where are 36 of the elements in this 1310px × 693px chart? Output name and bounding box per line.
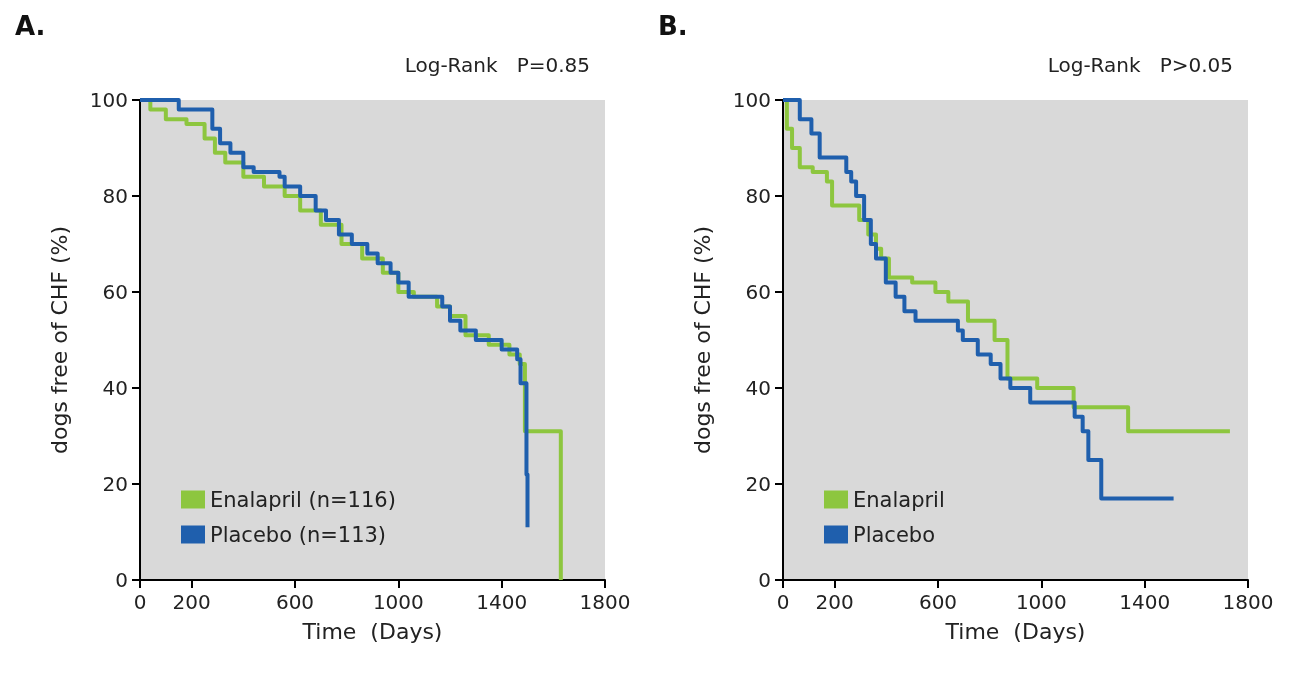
y-tick-label: 0 <box>758 568 771 592</box>
legend-label: Enalapril <box>853 487 945 512</box>
legend-label: Placebo (n=113) <box>210 522 387 547</box>
text: Log-Rank P=0.85 <box>404 53 591 77</box>
chart-title: B. <box>658 11 688 41</box>
y-tick-label: 60 <box>102 280 128 304</box>
x-tick-label: 600 <box>918 590 958 614</box>
chart-title: A. <box>15 11 46 41</box>
x-tick-label: 200 <box>815 590 854 614</box>
x-tick-label: 1400 <box>1119 590 1171 614</box>
y-tick-label: 20 <box>102 472 128 496</box>
y-tick-label: 20 <box>745 472 771 496</box>
y-tick-label: 40 <box>102 376 128 400</box>
x-tick-label: 200 <box>172 590 211 614</box>
y-tick-label: 100 <box>732 88 771 112</box>
x-tick-label: 600 <box>275 590 315 614</box>
y-tick-label: 100 <box>89 88 128 112</box>
legend-label: Enalapril (n=116) <box>210 487 396 512</box>
x-tick-label: 1000 <box>372 590 424 614</box>
y-axis-title: dogs free of CHF (%) <box>46 225 72 455</box>
y-axis-title: dogs free of CHF (%) <box>689 225 715 455</box>
x-tick-label: 1800 <box>1222 590 1274 614</box>
x-tick-label: 0 <box>776 590 790 614</box>
y-tick-label: 80 <box>102 184 128 208</box>
x-axis-title: Time (Days) <box>301 618 443 644</box>
y-tick-label: 60 <box>745 280 771 304</box>
y-tick-label: 80 <box>745 184 771 208</box>
x-tick-label: 1000 <box>1015 590 1067 614</box>
x-tick-label: 1800 <box>579 590 631 614</box>
y-tick-label: 40 <box>745 376 771 400</box>
text: Log-Rank P>0.05 <box>1047 53 1234 77</box>
x-axis-title: Time (Days) <box>944 618 1086 644</box>
x-tick-label: 0 <box>133 590 147 614</box>
legend-label: Placebo <box>853 522 936 547</box>
x-tick-label: 1400 <box>476 590 528 614</box>
y-tick-label: 0 <box>115 568 128 592</box>
